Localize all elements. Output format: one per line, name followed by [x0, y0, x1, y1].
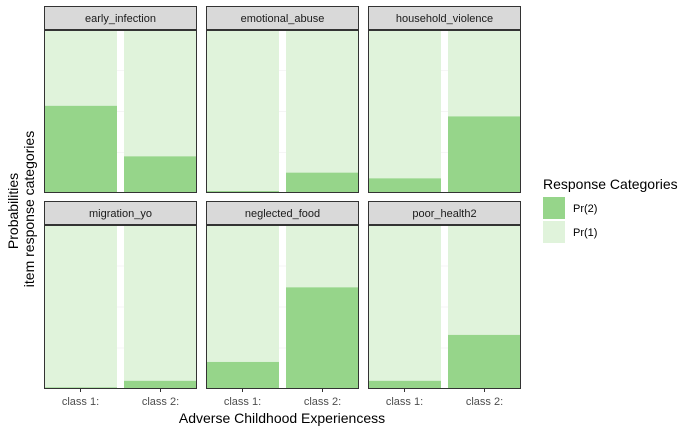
- facet-strip-label: migration_yo: [89, 208, 152, 220]
- bar-pr1: [286, 30, 359, 173]
- plot-border: [206, 30, 359, 193]
- bar-pr1: [44, 225, 117, 388]
- facet-strip: [368, 201, 521, 225]
- x-tick-label: class 2:: [304, 396, 341, 408]
- x-tick-label: class 1:: [224, 396, 261, 408]
- plot-border: [44, 225, 197, 389]
- bar-pr2: [124, 156, 197, 193]
- facet-panels: early_infection emotional_abuse household_…: [44, 6, 521, 389]
- x-tick-label: class 1:: [62, 396, 99, 408]
- bar-pr1: [368, 30, 441, 179]
- bar-pr2: [368, 380, 441, 389]
- bar-pr1: [368, 225, 441, 381]
- bar-pr1: [286, 225, 359, 288]
- x-axis-title: Adverse Childhood Experiencess: [179, 410, 385, 426]
- legend: Response Categories Pr(2) Pr(1): [543, 176, 678, 243]
- y-axis-title-line-2: item response categories: [21, 131, 37, 287]
- bar-pr1: [124, 30, 197, 157]
- facet-panel: household_violence: [368, 6, 521, 193]
- facet-panel: emotional_abuse: [206, 6, 359, 193]
- facet-strip-label: household_violence: [396, 13, 493, 25]
- legend-label-pr1: Pr(1): [573, 227, 597, 239]
- bar-pr1: [124, 225, 197, 381]
- bar-pr2: [448, 116, 521, 193]
- y-axis-title: Probabilities item response categories: [5, 131, 37, 287]
- bar-pr2: [124, 380, 197, 389]
- x-tick-label: class 2:: [466, 396, 503, 408]
- facet-strip-label: neglected_food: [245, 208, 320, 220]
- plot-border: [368, 225, 521, 389]
- legend-title: Response Categories: [543, 176, 678, 192]
- facet-strip: [368, 6, 521, 30]
- bar-pr2: [448, 334, 521, 389]
- facet-panel: poor_health2: [368, 201, 521, 389]
- bar-pr2: [286, 172, 359, 193]
- bar-pr2: [206, 361, 279, 389]
- facet-strip: [206, 6, 359, 30]
- bar-pr2: [368, 178, 441, 193]
- bar-pr2: [44, 105, 117, 193]
- facet-strip: [206, 201, 359, 225]
- bar-pr2: [286, 287, 359, 389]
- x-tick-label: class 2:: [142, 396, 179, 408]
- x-axis-ticks: class 1: class 2: class 1: class 2: class 1:…: [62, 389, 503, 408]
- legend-swatch-pr2: [543, 197, 565, 219]
- facet-strip-label: early_infection: [85, 13, 156, 25]
- bar-pr1: [448, 225, 521, 335]
- y-axis-title-line-1: Probabilities: [5, 173, 21, 249]
- facet-strip: [44, 6, 197, 30]
- facet-strip-label: emotional_abuse: [241, 13, 325, 25]
- plot-border: [206, 225, 359, 389]
- facet-panel: migration_yo: [44, 201, 197, 389]
- bar-pr1: [206, 30, 279, 192]
- legend-swatch-pr1: [543, 221, 565, 243]
- bar-pr1: [44, 30, 117, 106]
- plot-border: [44, 30, 197, 193]
- bar-pr1: [448, 30, 521, 117]
- facet-panel: early_infection: [44, 6, 197, 193]
- x-tick-label: class 1:: [386, 396, 423, 408]
- plot-border: [368, 30, 521, 193]
- facet-strip: [44, 201, 197, 225]
- bar-pr1: [206, 225, 279, 362]
- facet-panel: neglected_food: [206, 201, 359, 389]
- legend-label-pr2: Pr(2): [573, 203, 597, 215]
- facet-strip-label: poor_health2: [412, 208, 476, 220]
